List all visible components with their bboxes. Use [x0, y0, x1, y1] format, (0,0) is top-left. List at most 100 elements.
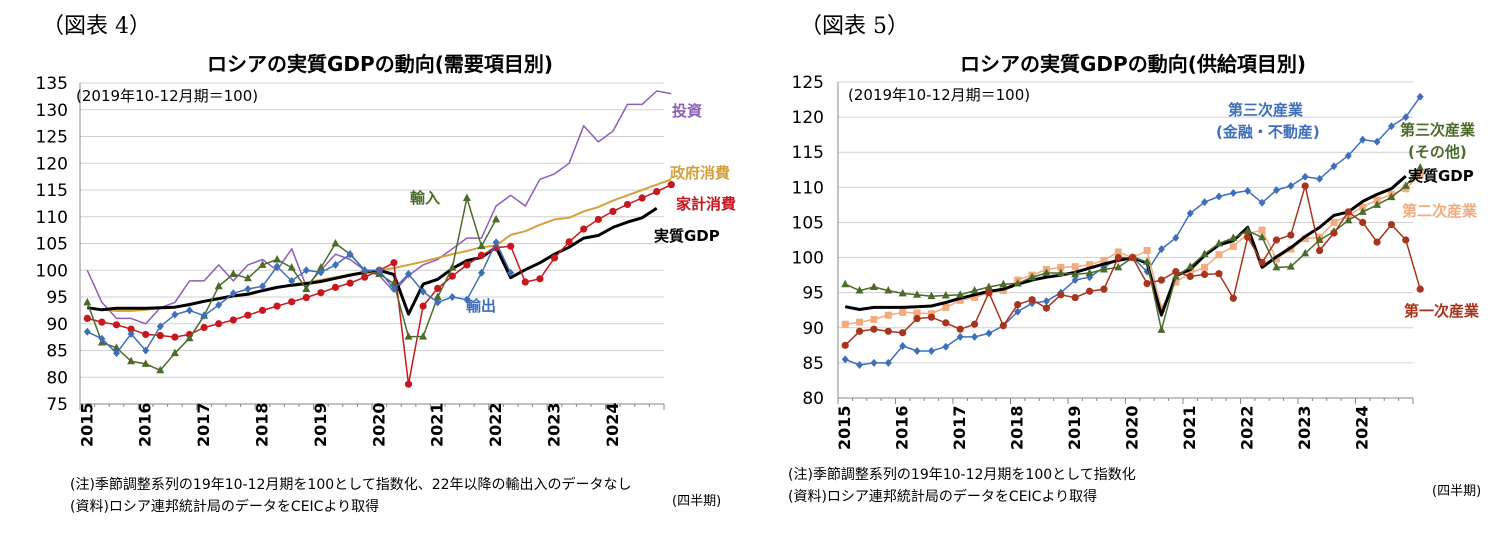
data-point	[1272, 255, 1280, 263]
data-point	[390, 259, 398, 267]
y-tick-label: 90	[802, 319, 824, 339]
data-point	[477, 241, 486, 250]
data-point	[841, 279, 850, 288]
data-point	[1258, 232, 1267, 241]
series-annotation: 第二次産業	[1402, 202, 1478, 220]
data-point	[1057, 263, 1065, 271]
data-point	[229, 289, 237, 298]
data-point	[1013, 279, 1022, 287]
data-point	[971, 294, 979, 302]
data-point	[375, 266, 383, 275]
x-tick-label: 2018	[253, 402, 272, 447]
y-tick-label: 130	[36, 101, 68, 121]
series-実質GDP	[844, 174, 1407, 317]
data-point	[550, 254, 559, 262]
data-point	[971, 332, 979, 341]
data-point	[1214, 239, 1223, 247]
series-輸出	[83, 238, 515, 358]
data-point	[913, 346, 921, 355]
data-point	[623, 200, 632, 209]
data-point	[361, 273, 369, 281]
base-note: (2019年10-12月期＝100)	[76, 87, 258, 105]
y-tick-label: 80	[46, 368, 68, 388]
data-point	[273, 255, 282, 263]
series-annotation: 実質GDP	[654, 227, 720, 245]
data-point	[127, 356, 136, 365]
x-tick-label: 2021	[1180, 405, 1199, 450]
data-point	[899, 342, 907, 351]
y-tick-label: 105	[36, 235, 68, 255]
x-tick-label: 2017	[950, 405, 969, 450]
data-point	[1014, 301, 1022, 309]
data-point	[1301, 172, 1309, 181]
data-point	[1114, 253, 1122, 262]
data-point	[856, 360, 864, 369]
data-point	[462, 193, 471, 202]
y-tick-label: 105	[792, 213, 824, 233]
data-point	[404, 380, 413, 388]
data-point	[1057, 291, 1065, 299]
data-point	[112, 321, 121, 329]
y-tick-label: 95	[802, 284, 824, 304]
data-point	[1373, 200, 1382, 208]
data-point	[869, 282, 878, 291]
data-point	[1416, 285, 1424, 293]
data-point	[1229, 294, 1237, 302]
data-point	[942, 319, 950, 327]
data-point	[1402, 113, 1410, 122]
data-point	[419, 287, 427, 296]
source-line: (資料)ロシア連邦統計局のデータをCEICより取得	[788, 489, 1098, 505]
data-point	[1157, 304, 1165, 312]
data-point	[884, 286, 893, 294]
data-point	[1330, 218, 1338, 226]
y-tick-label: 100	[36, 261, 68, 281]
data-point	[1215, 192, 1223, 201]
data-point	[492, 238, 500, 247]
data-point	[185, 333, 194, 342]
data-point	[1315, 246, 1324, 255]
data-point	[1287, 231, 1295, 239]
data-point	[1143, 279, 1151, 288]
x-tick-label: 2015	[835, 405, 854, 450]
data-point	[521, 278, 529, 286]
y-tick-label: 85	[802, 354, 824, 374]
data-point	[1258, 198, 1266, 207]
x-tick-label: 2019	[311, 402, 330, 447]
data-point	[156, 365, 165, 374]
data-point	[653, 188, 661, 196]
data-point	[83, 327, 91, 336]
data-point	[594, 215, 602, 224]
data-point	[565, 238, 573, 246]
series-annotation: 家計消費	[676, 195, 736, 213]
data-point	[171, 333, 179, 341]
base-note: (2019年10-12月期＝100)	[848, 86, 1030, 104]
data-point	[331, 239, 340, 247]
data-point	[288, 298, 296, 306]
data-point	[999, 322, 1007, 330]
chart-title: ロシアの実質GDPの動向(需要項目別)	[207, 52, 553, 76]
supply-chart: 80 85 90 95 100 105 110 115 120 125 2015 2016 2017 20…	[792, 73, 1480, 450]
y-tick-label: 120	[792, 108, 824, 128]
data-point	[463, 295, 471, 304]
data-point	[229, 316, 237, 324]
data-point	[870, 315, 878, 323]
data-point	[83, 297, 92, 306]
y-tick-label: 115	[792, 143, 824, 163]
figure-label: （図表 5）	[800, 14, 909, 39]
data-point	[302, 266, 310, 275]
data-point	[1056, 268, 1065, 277]
data-point	[856, 318, 864, 326]
data-point	[389, 279, 398, 287]
data-point	[1359, 203, 1367, 211]
data-point	[433, 292, 442, 300]
data-point	[1215, 251, 1223, 259]
data-point	[229, 269, 238, 277]
series-annotation: 第三次産業	[1400, 121, 1476, 139]
data-point	[1344, 215, 1353, 224]
data-point	[98, 334, 106, 343]
data-point	[127, 329, 135, 338]
data-point	[448, 293, 456, 301]
data-point	[244, 284, 252, 293]
data-point	[985, 289, 993, 297]
data-point	[1085, 268, 1094, 277]
